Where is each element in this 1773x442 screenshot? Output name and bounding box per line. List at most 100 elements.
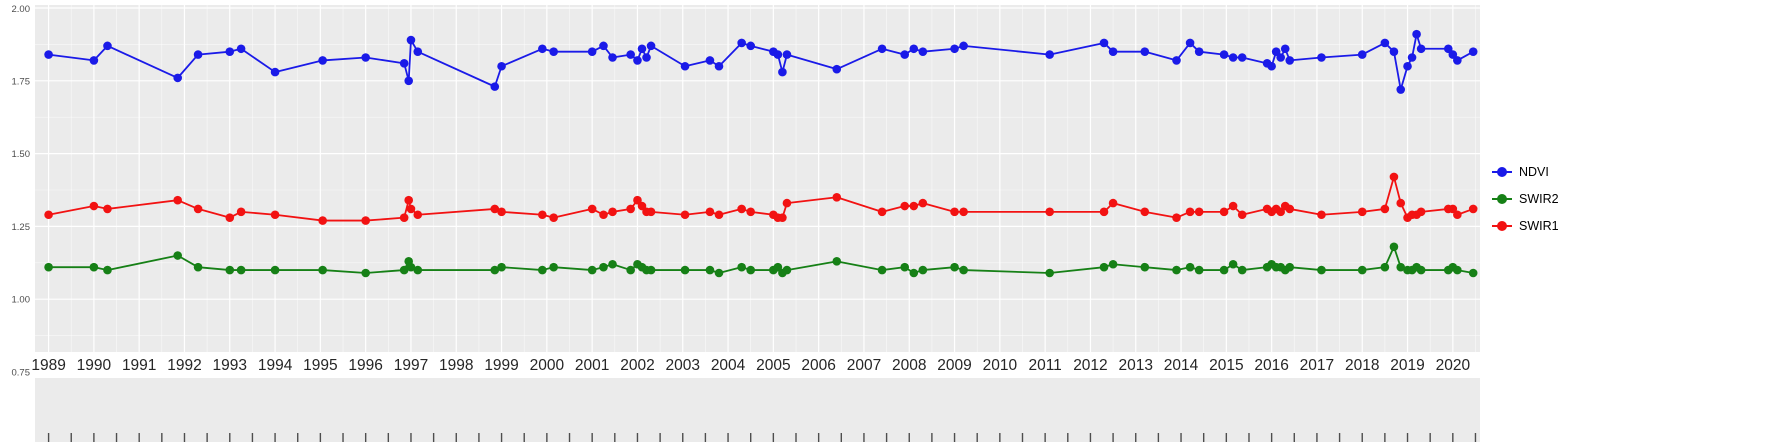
legend-item-swir2: SWIR2 [1492,190,1559,208]
data-point-swir1 [173,195,182,205]
x-tick-label: 2010 [983,357,1018,374]
data-point-swir1 [1448,204,1458,214]
data-point-ndvi [404,76,414,86]
data-point-swir1 [1194,207,1204,217]
data-point-swir1 [1099,207,1109,217]
data-point-swir1 [497,207,506,217]
swir1-series-icon [1492,219,1512,233]
data-point-ndvi [680,61,690,71]
y-tick-label: 1.50 [12,149,31,160]
data-point-swir1 [705,207,715,217]
data-point-ndvi [406,35,416,45]
x-tick-label: 2006 [801,357,835,374]
data-point-ndvi [705,56,715,65]
data-point-ndvi [1285,56,1295,65]
data-point-ndvi [746,41,756,51]
data-point-ndvi [1403,61,1412,71]
data-point-ndvi [1172,56,1181,65]
data-point-swir2 [918,265,928,275]
legend-label-swir2: SWIR2 [1519,191,1559,206]
y-tick-label: 0.75 [12,368,31,379]
data-point-ndvi [773,50,783,59]
data-point-ndvi [1412,29,1421,39]
x-tick-label: 2003 [666,357,700,374]
data-point-swir1 [270,210,280,220]
data-point-swir2 [497,262,506,272]
data-point-swir2 [1108,259,1118,269]
data-point-ndvi [1453,56,1462,65]
data-point-swir1 [1285,204,1295,214]
data-point-swir2 [1237,265,1247,275]
data-point-swir2 [626,265,635,275]
data-point-ndvi [1194,47,1204,56]
data-point-swir1 [549,213,558,222]
data-point-swir2 [737,262,746,272]
data-point-swir2 [173,251,182,260]
y-tick-label: 2.00 [12,4,31,15]
data-point-ndvi [1389,47,1399,56]
x-tick-label: 2013 [1118,357,1152,374]
data-point-swir2 [270,265,280,275]
data-point-swir1 [909,201,919,211]
data-point-ndvi [1416,44,1426,54]
data-point-swir2 [587,265,597,275]
data-point-swir1 [599,210,608,220]
data-point-swir1 [89,201,99,211]
data-point-ndvi [490,82,500,91]
data-point-ndvi [1185,38,1195,48]
legend-item-swir1: SWIR1 [1492,217,1559,235]
data-point-swir1 [490,204,500,214]
x-tick-label: 2007 [847,357,881,374]
data-point-swir1 [714,210,724,220]
data-point-swir1 [900,201,910,211]
data-point-ndvi [832,64,842,74]
data-point-ndvi [193,50,203,59]
data-point-swir1 [44,210,53,220]
data-point-ndvi [1228,53,1238,62]
data-point-ndvi [270,67,280,77]
chart-legend: NDVI SWIR2 SWIR1 [1492,163,1559,235]
data-point-ndvi [782,50,792,59]
data-point-swir2 [399,265,409,275]
x-tick-label: 2008 [892,357,926,374]
data-point-ndvi [642,53,651,62]
data-point-swir2 [1380,262,1390,272]
data-point-swir2 [909,268,919,278]
data-point-swir2 [89,262,99,272]
data-point-ndvi [173,73,182,83]
data-point-swir2 [1389,242,1399,252]
x-tick-label: 1992 [167,357,201,374]
data-point-swir1 [1396,198,1406,208]
data-point-swir2 [236,265,246,275]
data-point-swir2 [773,262,783,272]
data-point-swir1 [626,204,635,214]
y-tick-label: 1.75 [12,76,31,87]
data-point-ndvi [950,44,959,54]
data-point-swir1 [236,207,246,217]
x-tick-label: 1998 [439,357,473,374]
data-point-swir2 [413,265,423,275]
data-point-ndvi [877,44,887,54]
data-point-swir2 [1285,262,1295,272]
y-tick-label: 1.00 [12,295,31,306]
x-tick-label: 2014 [1164,357,1199,374]
data-point-swir1 [782,198,792,208]
data-point-swir2 [318,265,327,275]
data-point-swir1 [1317,210,1326,220]
data-point-swir1 [877,207,887,217]
data-point-swir2 [959,265,968,275]
x-tick-label: 2020 [1436,357,1471,374]
data-point-swir2 [900,262,910,272]
data-point-swir1 [1185,207,1195,217]
data-point-ndvi [909,44,919,54]
data-point-ndvi [44,50,53,59]
x-tick-label: 2016 [1254,357,1288,374]
data-point-ndvi [646,41,656,51]
data-point-swir1 [406,204,416,214]
x-tick-label: 1999 [484,357,518,374]
data-point-ndvi [1396,85,1406,94]
data-point-ndvi [538,44,547,54]
data-point-swir1 [918,198,928,208]
data-point-ndvi [236,44,246,54]
data-point-ndvi [1099,38,1109,48]
